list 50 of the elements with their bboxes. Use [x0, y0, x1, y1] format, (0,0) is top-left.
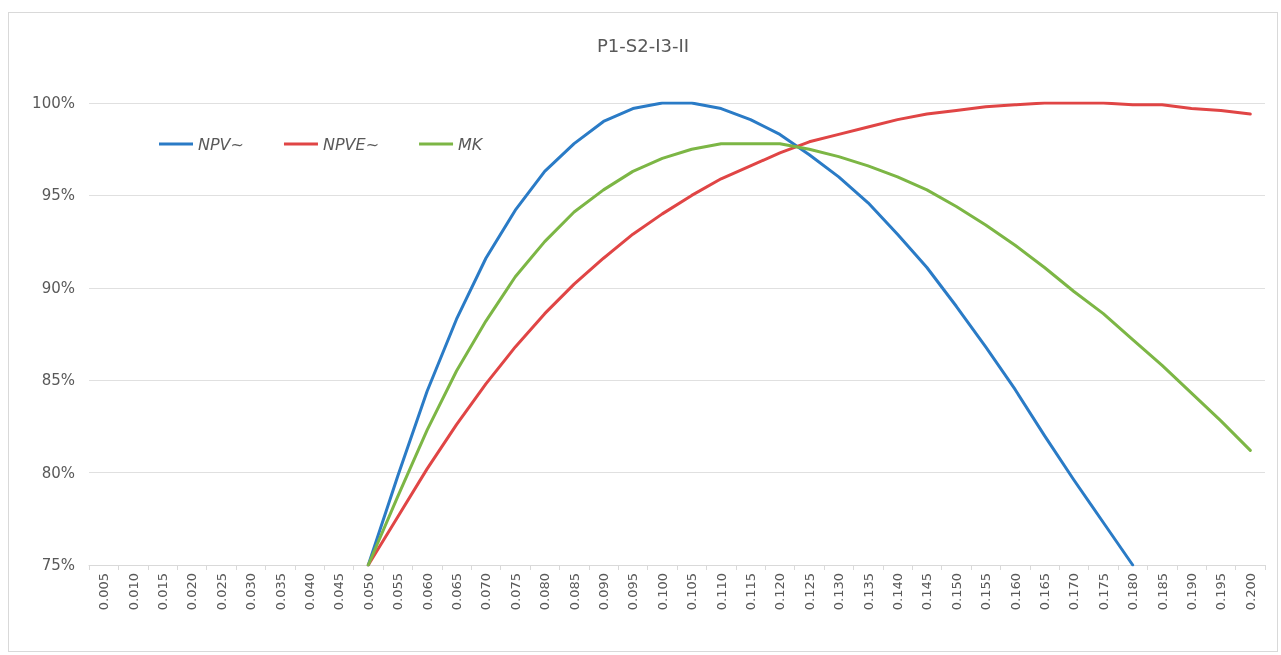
x-tick-label: 0.005: [96, 573, 112, 611]
x-tick-label: 0.075: [507, 573, 523, 611]
x-tick-label: 0.100: [654, 573, 670, 611]
x-tick-label: 0.035: [272, 573, 288, 611]
x-tick-label: 0.160: [1007, 573, 1023, 611]
x-tick-label: 0.065: [449, 573, 464, 611]
x-tick-label: 0.120: [772, 573, 788, 611]
x-tick-label: 0.115: [743, 573, 758, 611]
x-tick-label: 0.200: [1242, 573, 1258, 611]
x-tick-label: 0.130: [831, 573, 847, 611]
x-tick-label: 0.110: [713, 573, 729, 611]
y-tick-label: 95%: [41, 186, 75, 205]
x-tick-label: 0.015: [155, 573, 170, 611]
legend-label: NPV~: [198, 134, 244, 154]
x-tick-label: 0.020: [184, 573, 200, 611]
x-tick-label: 0.175: [1095, 573, 1111, 611]
x-tick-label: 0.010: [125, 573, 141, 611]
x-tick-label: 0.050: [360, 573, 376, 611]
x-tick-label: 0.155: [978, 573, 994, 611]
chart-title: P1-S2-I3-II: [596, 34, 690, 56]
x-tick-label: 0.190: [1184, 573, 1199, 611]
x-tick-label: 0.165: [1037, 573, 1052, 611]
x-tick-label: 0.055: [390, 573, 406, 611]
x-tick-label: 0.095: [625, 573, 641, 611]
x-tick-label: 0.170: [1066, 573, 1082, 611]
x-tick-label: 0.070: [478, 573, 494, 611]
x-tick-label: 0.030: [243, 573, 259, 611]
x-tick-label: 0.125: [801, 573, 817, 611]
x-tick-label: 0.045: [331, 573, 347, 611]
y-tick-label: 90%: [41, 278, 75, 297]
x-tick-label: 0.140: [890, 573, 905, 611]
x-tick-label: 0.060: [419, 573, 435, 611]
x-tick-label: 0.085: [566, 573, 582, 611]
x-tick-label: 0.090: [596, 573, 611, 611]
x-tick-label: 0.180: [1125, 573, 1141, 611]
x-tick-label: 0.040: [302, 573, 317, 611]
x-tick-label: 0.135: [860, 573, 876, 611]
y-tick-label: 80%: [41, 463, 75, 482]
legend-label: NPVE~: [322, 134, 380, 154]
x-tick-label: 0.150: [948, 573, 964, 611]
legend-label: MK: [458, 134, 484, 154]
x-tick-label: 0.105: [684, 573, 700, 611]
y-tick-label: 100%: [32, 94, 75, 112]
x-tick-label: 0.080: [537, 573, 553, 611]
y-tick-label: 75%: [41, 556, 75, 574]
x-tick-label: 0.025: [213, 573, 229, 611]
y-tick-label: 85%: [41, 371, 75, 390]
x-tick-label: 0.195: [1213, 573, 1229, 611]
x-tick-label: 0.185: [1154, 573, 1170, 611]
x-tick-label: 0.145: [919, 573, 935, 611]
